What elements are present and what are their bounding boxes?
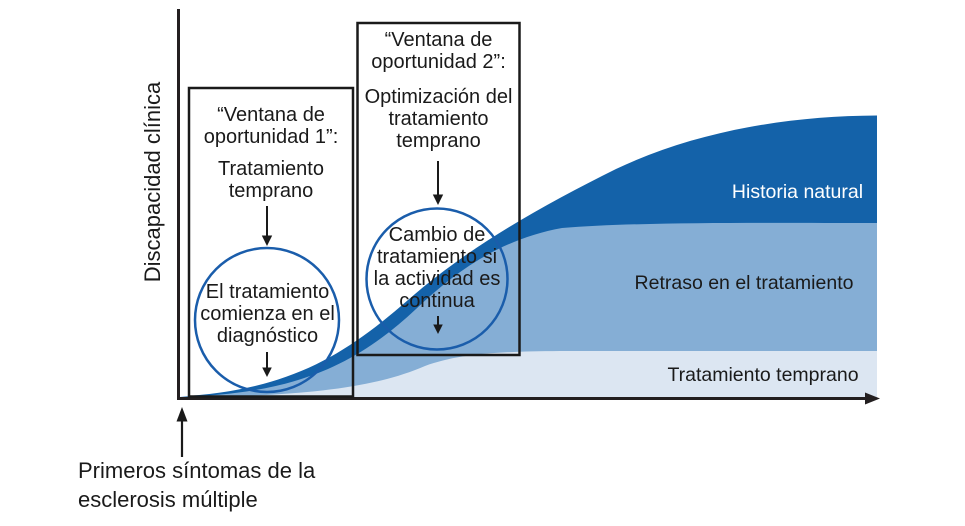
- origin-annotation: Primeros síntomas de la esclerosis múlti…: [78, 456, 398, 514]
- x-axis-arrowhead-icon: [865, 392, 880, 405]
- band-label-retraso-tratamiento: Retraso en el tratamiento: [634, 272, 854, 294]
- origin-annotation-line-1: Primeros síntomas de la: [78, 458, 316, 483]
- window-1-circle-text: El tratamiento comienza en el diagnóstic…: [192, 281, 343, 347]
- window-1-subtitle-line-1: Tratamiento: [218, 158, 324, 180]
- circle-2-down-arrow-icon: [433, 316, 443, 334]
- window-2-title: “Ventana de oportunidad 2”:: [358, 29, 519, 73]
- window-1-subtitle: Tratamiento temprano: [190, 158, 352, 202]
- window-2-down-arrow-icon: [432, 161, 444, 205]
- window-1-circle: [193, 246, 341, 394]
- window-2-subtitle-line-2: tratamiento: [388, 108, 489, 130]
- window-2-circle-line-1: Cambio de: [388, 224, 486, 246]
- origin-annotation-line-2: esclerosis múltiple: [78, 487, 258, 512]
- circle-1-down-arrow-icon: [262, 352, 272, 377]
- window-1-title-line-2: oportunidad 1”:: [203, 126, 339, 148]
- window-2-subtitle: Optimización del tratamiento temprano: [358, 86, 519, 152]
- window-2-circle-line-3: la actividad es: [373, 268, 501, 290]
- window-1-circle-line-3: diagnóstico: [216, 325, 319, 347]
- window-1-title-line-1: “Ventana de: [217, 104, 325, 126]
- window-1-down-arrow-icon: [261, 206, 273, 246]
- window-2-circle-line-4: continua: [399, 290, 475, 312]
- window-1-subtitle-line-2: temprano: [228, 180, 314, 202]
- window-2-subtitle-line-3: temprano: [396, 130, 481, 152]
- window-1-circle-line-1: El tratamiento: [205, 281, 330, 303]
- window-2-title-line-1: “Ventana de: [384, 29, 493, 51]
- window-2-circle: [365, 207, 509, 351]
- band-tratamiento-temprano: [180, 351, 877, 398]
- window-1-box: [187, 86, 355, 398]
- band-label-historia-natural: Historia natural: [731, 181, 864, 203]
- band-label-tratamiento-temprano: Tratamiento temprano: [667, 364, 859, 386]
- origin-pointer-arrowhead-icon: [176, 407, 188, 422]
- window-2-circle-text: Cambio de tratamiento si la actividad es…: [362, 224, 512, 312]
- window-1-circle-line-2: comienza en el: [200, 303, 335, 325]
- window-2-title-line-2: oportunidad 2”:: [371, 51, 506, 73]
- y-axis-label: Discapacidad clínica: [140, 81, 165, 283]
- window-2-circle-line-2: tratamiento si: [376, 246, 498, 268]
- window-2-subtitle-line-1: Optimización del: [364, 86, 513, 108]
- window-1-title: “Ventana de oportunidad 1”:: [190, 104, 352, 148]
- window-2-box: [356, 21, 521, 357]
